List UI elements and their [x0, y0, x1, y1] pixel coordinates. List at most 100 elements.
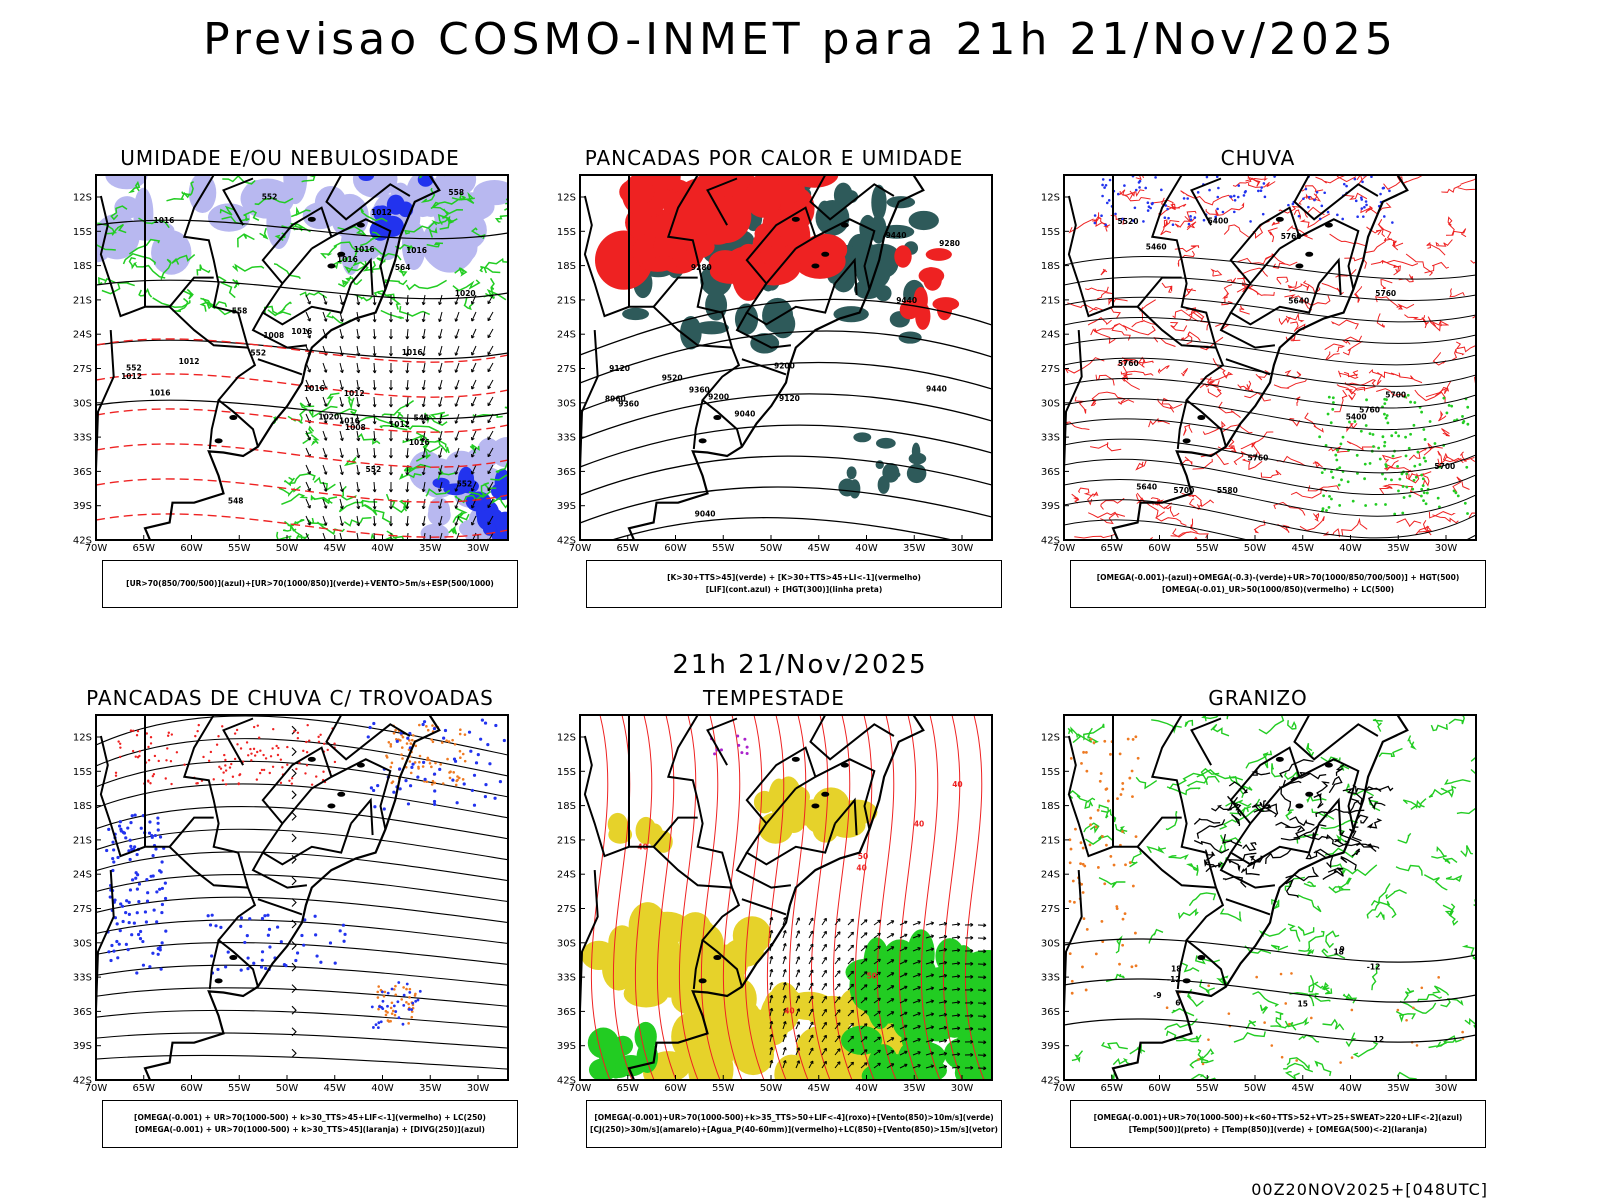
temp850-green [1385, 889, 1407, 900]
temp850-green [1308, 992, 1331, 1002]
divergence-blue [120, 904, 125, 908]
humidity-green [415, 431, 447, 448]
humidity-green [152, 297, 191, 308]
wind-vector-head [421, 454, 426, 459]
wind-vector [886, 1024, 895, 1030]
storm-red [233, 732, 237, 735]
divergence-blue [160, 886, 164, 891]
temp500-black [1333, 839, 1361, 847]
temp850-green [1275, 1011, 1284, 1027]
contour-label: 5760 [1375, 289, 1396, 298]
divergence-blue [158, 835, 163, 839]
wind-vector-head [339, 318, 344, 323]
wind-vector [438, 379, 443, 390]
omega-orange [1085, 927, 1089, 931]
wind-vector-head [983, 1066, 987, 1071]
wind-vector-head [388, 523, 393, 527]
border-line [350, 797, 374, 836]
wind-vector-head [339, 420, 344, 425]
wind-vector-head [769, 929, 774, 934]
omega-orange [1094, 952, 1098, 956]
temp850-green [1194, 1048, 1215, 1062]
contour-label: 1016 [354, 245, 375, 254]
humidity-green [282, 522, 297, 532]
wind-vector [938, 1026, 947, 1030]
rain-red [1223, 224, 1249, 238]
divergence-blue [343, 932, 347, 936]
rain-red [1383, 176, 1403, 190]
wind-vector-head [837, 1048, 841, 1052]
wind-vector-head [388, 489, 393, 493]
divergence-blue [105, 848, 109, 853]
storm-red [194, 734, 197, 738]
rain-red [1295, 396, 1301, 406]
kindex-red [636, 243, 656, 265]
storm-red [269, 755, 273, 758]
wind-vector-head [863, 932, 868, 936]
temp500-black [1279, 759, 1314, 778]
storm-red [119, 746, 122, 749]
legend-line: [OMEGA(-0.001) + UR>70(1000-500) + k>30_… [135, 1125, 485, 1134]
wind-vector-head [970, 987, 974, 992]
wind-vector [847, 1022, 854, 1030]
temp850-green [1284, 1070, 1300, 1080]
wind-vector [406, 515, 409, 527]
omega-orange [1128, 861, 1132, 864]
wind-vector-head [372, 336, 377, 340]
storm-orange [393, 988, 396, 991]
wind-vector [834, 931, 841, 939]
rain-red [1190, 518, 1198, 533]
contour-label: 1008 [263, 331, 284, 340]
wind-vector-head [850, 1035, 854, 1040]
wind-vector [821, 931, 827, 939]
wind-vector [925, 1052, 934, 1056]
lake [1182, 438, 1191, 444]
wind-vector-head [769, 968, 774, 973]
temp850-green [1464, 1017, 1476, 1031]
wind-vector-head [930, 973, 935, 978]
omega-orange [1130, 769, 1134, 773]
temp850-green [1375, 911, 1385, 920]
wind-vector [487, 345, 494, 355]
storm-red [209, 750, 213, 754]
wind-vector [925, 1065, 934, 1069]
wind-vector-head [769, 1059, 774, 1064]
temp850-green [1342, 993, 1358, 1004]
omega-orange [1084, 988, 1088, 992]
hgt300-contour [580, 330, 992, 384]
rain-blue [1259, 189, 1263, 193]
forecast-date: 21h 21/Nov/2025 [672, 650, 928, 680]
wind-vector [834, 1048, 841, 1056]
wind-vector-head [405, 421, 410, 425]
wind-vector-head [956, 1039, 961, 1044]
wind-vector-head [809, 995, 814, 1000]
lon-tick-label: 45W [323, 1083, 346, 1094]
storm-purple [719, 748, 723, 752]
wind-vector [925, 948, 934, 952]
temp850-green [1098, 804, 1110, 819]
streamline [96, 964, 508, 986]
map-layers: 5760576057605760576057005700570056405640… [1064, 175, 1476, 540]
rain-red [1064, 421, 1090, 430]
rain-red [1185, 309, 1196, 321]
divergence-blue [210, 913, 214, 917]
wind-vector [860, 971, 868, 978]
streamline-head [291, 898, 297, 907]
rain-blue [1216, 207, 1219, 211]
wind-vector [422, 362, 426, 373]
temp850-green [1303, 881, 1316, 888]
wind-vector-head [917, 973, 921, 977]
wind-vector [356, 294, 360, 305]
rain-red [1122, 324, 1156, 336]
storm-orange [412, 734, 415, 737]
border-line [1229, 822, 1320, 866]
wind-vector-head [454, 318, 459, 322]
wind-vector-head [487, 504, 491, 509]
rain-green [1385, 414, 1389, 417]
wind-vector-head [405, 353, 410, 357]
rain-red [1117, 399, 1135, 405]
humidity-green [308, 405, 338, 418]
wind-vector [322, 515, 327, 526]
storm-orange [400, 753, 403, 756]
wind-vector-head [769, 916, 774, 921]
